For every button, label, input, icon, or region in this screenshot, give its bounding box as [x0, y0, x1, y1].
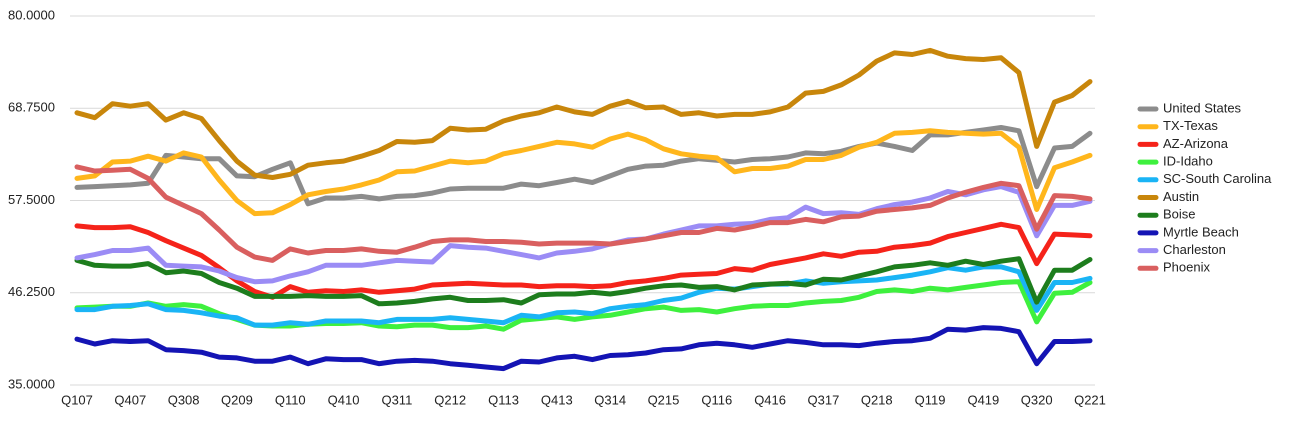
- legend-label: Phoenix: [1163, 260, 1210, 275]
- series-line: [74, 256, 1093, 307]
- series-line: [74, 221, 1093, 300]
- legend-label: Charleston: [1163, 242, 1226, 257]
- legend-label: SC-South Carolina: [1163, 171, 1272, 186]
- x-tick-label: Q215: [648, 392, 680, 407]
- legend-label: United States: [1163, 100, 1242, 115]
- legend-label: Boise: [1163, 207, 1196, 222]
- x-tick-label: Q320: [1021, 392, 1053, 407]
- legend-label: Myrtle Beach: [1163, 224, 1239, 239]
- y-tick-label: 80.0000: [8, 7, 55, 22]
- x-tick-label: Q419: [967, 392, 999, 407]
- series-line: [74, 164, 1093, 263]
- y-tick-label: 46.2500: [8, 284, 55, 299]
- x-tick-label: Q113: [488, 392, 519, 407]
- x-tick-label: Q407: [114, 392, 146, 407]
- y-tick-label: 35.0000: [8, 376, 55, 391]
- y-tick-label: 57.5000: [8, 192, 55, 207]
- legend-label: Austin: [1163, 189, 1199, 204]
- x-tick-label: Q413: [541, 392, 573, 407]
- x-tick-label: Q317: [808, 392, 840, 407]
- x-tick-label: Q116: [701, 392, 732, 407]
- legend-label: AZ-Arizona: [1163, 136, 1229, 151]
- x-tick-label: Q119: [915, 392, 946, 407]
- series-line: [74, 125, 1093, 207]
- x-tick-label: Q110: [275, 392, 306, 407]
- series-line: [74, 264, 1093, 328]
- series-line: [74, 325, 1093, 372]
- legend-label: TX-Texas: [1163, 118, 1218, 133]
- x-tick-label: Q212: [434, 392, 466, 407]
- x-tick-label: Q314: [594, 392, 626, 407]
- x-tick-label: Q107: [61, 392, 93, 407]
- x-tick-label: Q218: [861, 392, 893, 407]
- x-tick-label: Q221: [1074, 392, 1106, 407]
- x-tick-label: Q308: [168, 392, 200, 407]
- series-line: [74, 47, 1093, 180]
- y-tick-label: 68.7500: [8, 100, 55, 115]
- series-line: [74, 184, 1093, 285]
- x-tick-label: Q410: [328, 392, 360, 407]
- series-line: [74, 128, 1093, 217]
- x-tick-label: Q416: [754, 392, 786, 407]
- x-tick-label: Q311: [381, 392, 412, 407]
- x-tick-label: Q209: [221, 392, 253, 407]
- series-line: [74, 279, 1093, 332]
- legend-label: ID-Idaho: [1163, 154, 1213, 169]
